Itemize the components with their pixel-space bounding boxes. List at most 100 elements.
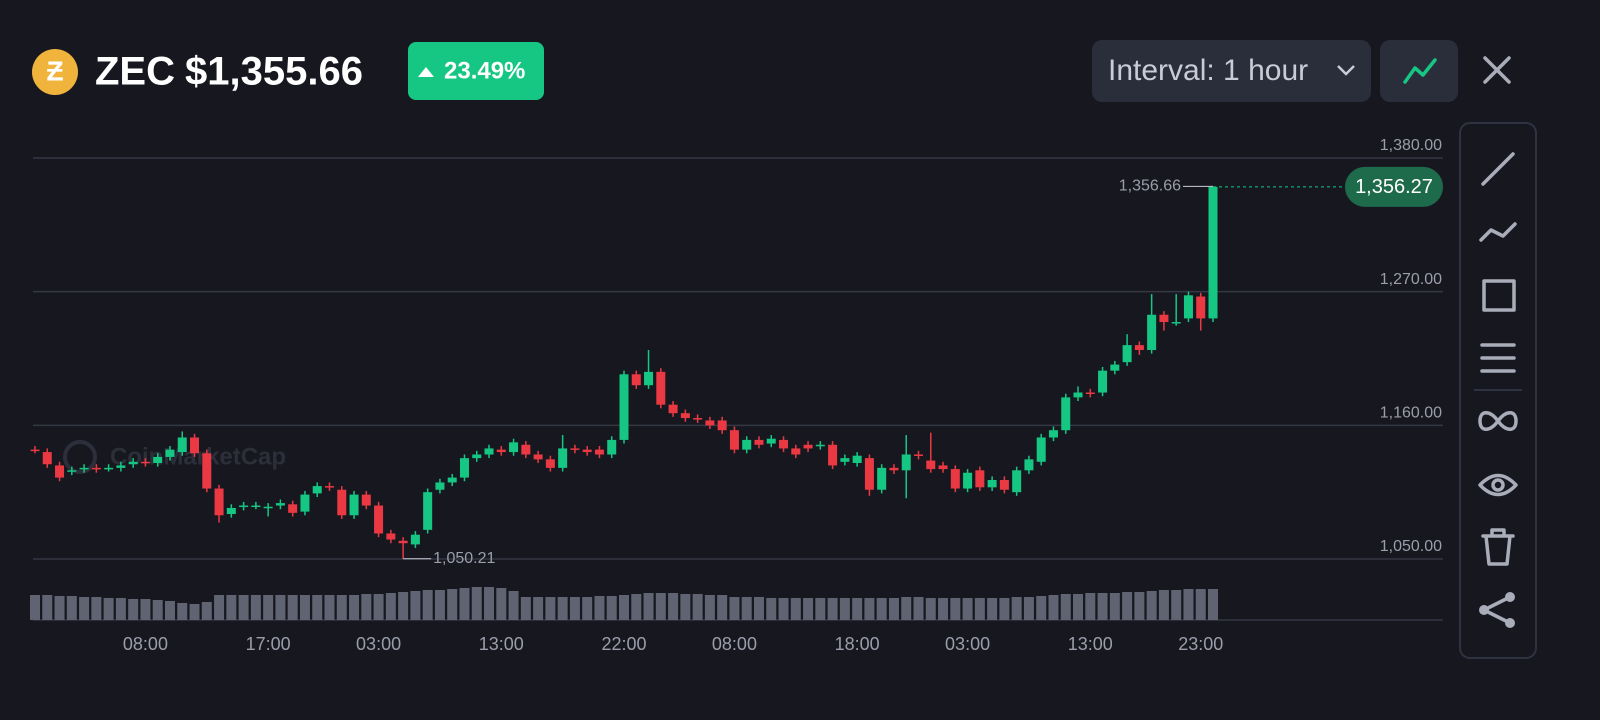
candle-body <box>116 465 126 468</box>
volume-bar <box>115 598 126 620</box>
up-arrow <box>418 67 434 77</box>
candle-body <box>67 470 77 472</box>
candle-body <box>521 444 531 455</box>
volume-bar <box>1023 597 1034 620</box>
tool-rect[interactable] <box>1482 279 1516 312</box>
volume-bar <box>839 598 850 620</box>
volume-bar <box>680 594 691 620</box>
volume-bar <box>753 597 764 620</box>
volume-bar <box>263 595 274 620</box>
y-tick-label: 1,050.00 <box>1380 538 1442 555</box>
volume-bar <box>349 595 360 620</box>
candle-body <box>361 494 371 506</box>
high-label: 1,356.66 <box>1119 178 1181 195</box>
volume-bar <box>1134 592 1145 620</box>
tool-fib[interactable] <box>1480 343 1516 373</box>
x-tick-label: 03:00 <box>356 634 401 654</box>
volume-bar <box>803 598 814 620</box>
volume-bar <box>324 595 335 620</box>
candle-body <box>153 456 163 464</box>
candle-body <box>877 467 887 490</box>
tool-eye[interactable] <box>1478 473 1518 497</box>
tool-path[interactable] <box>1479 222 1517 242</box>
volume-bar <box>766 598 777 620</box>
candle-body <box>1196 296 1206 319</box>
volume-bar <box>938 598 949 620</box>
coin-icon <box>32 49 78 95</box>
candle-body <box>582 449 592 453</box>
candle-body <box>815 444 825 447</box>
candle-body <box>435 482 445 490</box>
volume-bar <box>582 597 593 620</box>
volume-bar <box>385 593 396 620</box>
candle-body <box>791 448 801 455</box>
tool-trash[interactable] <box>1481 528 1515 566</box>
volume-bar <box>729 597 740 620</box>
candle-body <box>1208 186 1218 319</box>
volume-bar <box>42 595 53 620</box>
candle-body <box>828 444 838 466</box>
volume-bar <box>655 593 666 620</box>
candle-body <box>963 472 973 489</box>
candle-body <box>398 540 408 544</box>
candle-body <box>300 494 310 512</box>
candle-body <box>545 459 555 468</box>
candle-body <box>717 420 727 431</box>
x-tick-label: 13:00 <box>1068 634 1113 654</box>
volume-bar <box>888 598 899 620</box>
tool-magnet[interactable] <box>1478 411 1518 431</box>
volume-bar <box>140 599 151 620</box>
candle-body <box>1110 364 1120 371</box>
volume-bar <box>974 598 985 620</box>
candle-body <box>975 470 985 488</box>
tool-share-dot <box>1505 592 1515 602</box>
candle-body <box>1171 322 1181 324</box>
volume-bar <box>410 591 421 620</box>
volume-bar <box>54 596 65 620</box>
close-button[interactable] <box>1483 56 1511 84</box>
candle-body <box>644 371 654 386</box>
volume-bar <box>925 598 936 620</box>
candle-body <box>177 437 187 453</box>
candle-body <box>459 458 469 478</box>
change: 23.49% <box>444 57 525 84</box>
volume-bar <box>226 595 237 620</box>
x-tick-label: 08:00 <box>712 634 757 654</box>
candle-body <box>607 439 617 455</box>
volume-bar <box>250 595 261 620</box>
candle-body <box>558 448 568 468</box>
candle-body <box>693 418 703 420</box>
volume-bar <box>336 595 347 620</box>
tool-eye-pupil <box>1491 478 1505 492</box>
low-label: 1,050.21 <box>433 550 495 567</box>
volume-bar <box>177 603 188 620</box>
volume-bar <box>1073 594 1084 620</box>
candle-body <box>496 449 506 453</box>
candle-body <box>214 488 224 516</box>
chevron <box>1337 65 1355 76</box>
candle-body <box>754 439 764 445</box>
tool-line[interactable] <box>1481 152 1515 186</box>
candle-body <box>840 458 850 462</box>
volume-bar <box>1011 597 1022 620</box>
candle-body <box>938 465 948 470</box>
interval-dropdown[interactable] <box>1092 40 1371 102</box>
candle-body <box>1122 345 1132 363</box>
candle-body <box>509 442 519 453</box>
candle-body <box>1012 470 1022 493</box>
volume-bar <box>1109 593 1120 620</box>
volume-bar <box>103 598 114 620</box>
volume-bar <box>1183 589 1194 620</box>
x-tick-label: 13:00 <box>479 634 524 654</box>
volume-bar <box>704 595 715 620</box>
interval-label: Interval: 1 hour <box>1108 54 1308 87</box>
volume-bar <box>434 590 445 620</box>
candle-body <box>1024 459 1034 471</box>
candle-body <box>766 438 776 444</box>
candle-body <box>447 477 457 483</box>
candle-body <box>202 453 212 489</box>
volume-bar <box>545 597 556 620</box>
volume-bar <box>790 598 801 620</box>
candle-body <box>423 492 433 530</box>
